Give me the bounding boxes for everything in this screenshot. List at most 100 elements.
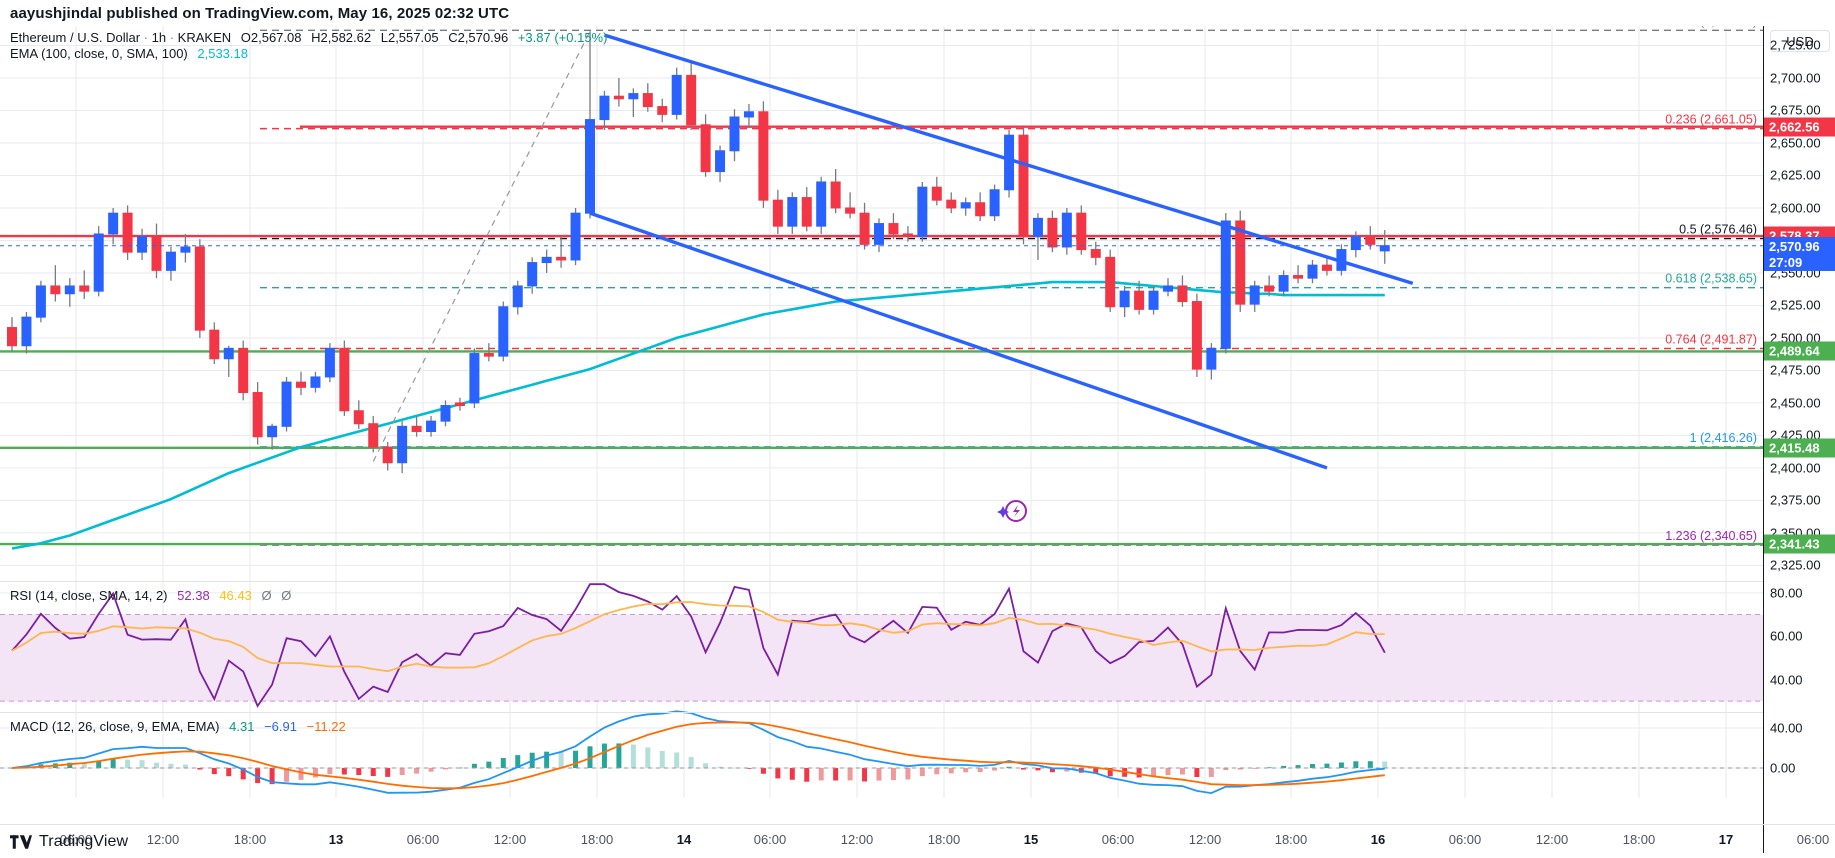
candle-body xyxy=(426,420,437,433)
macd-hist-bar xyxy=(298,768,304,780)
macd-hist-bar xyxy=(1194,768,1200,777)
candle-body xyxy=(1032,217,1043,238)
candle-body xyxy=(917,186,928,238)
price-pill-value: 2,662.56 xyxy=(1769,119,1820,135)
candle-body xyxy=(137,236,148,253)
candle-body xyxy=(743,111,754,118)
macd-hist-bar xyxy=(240,768,246,780)
chart-canvas[interactable]: 0 (2,736.66) 0.236 (2,661.05) 0.5 (2,576.4… xyxy=(0,26,1763,798)
price-tick: 2,700.00 xyxy=(1770,70,1821,86)
macd-hist-bar xyxy=(760,768,766,774)
symbol-legend[interactable]: Ethereum / U.S. Dollar · 1h · KRAKEN O2,… xyxy=(10,30,608,45)
rsi-ma-value: 46.43 xyxy=(219,588,252,603)
candle-body xyxy=(729,116,740,152)
pane-separator-rsi xyxy=(0,581,1763,582)
plot-area[interactable]: 0 (2,736.66) 0.236 (2,661.05) 0.5 (2,576.4… xyxy=(0,26,1763,798)
macd-legend[interactable]: MACD (12, 26, close, 9, EMA, EMA) 4.31 −… xyxy=(10,719,346,734)
price-pill-value: 2,415.48 xyxy=(1769,440,1820,456)
macd-hist-bar xyxy=(1021,768,1026,770)
rsi-legend-title[interactable]: RSI (14, close, SMA, 14, 2) xyxy=(10,588,168,603)
macd-hist-bar xyxy=(1237,768,1243,770)
chart-frame: 0 (2,736.66) 0.236 (2,661.05) 0.5 (2,576.4… xyxy=(0,26,1835,853)
macd-tick: 0.00 xyxy=(1770,760,1796,776)
candle-body xyxy=(700,124,711,173)
candle-body xyxy=(772,199,783,227)
macd-hist-bar xyxy=(515,755,521,768)
macd-hist-bar xyxy=(500,758,506,768)
candle-body xyxy=(79,285,90,292)
macd-hist-bar xyxy=(1252,768,1258,769)
candle-body xyxy=(512,285,523,308)
price-tick: 2,375.00 xyxy=(1770,492,1821,508)
macd-hist-bar xyxy=(197,768,203,770)
candle-body xyxy=(209,329,220,360)
time-axis[interactable]: 06:00 12:00 18:00 13 06:00 12:00 18:00 14 06:00 1… xyxy=(0,824,1835,853)
candle-body xyxy=(1047,217,1058,248)
candle-body xyxy=(165,251,176,271)
macd-signal-value: −11.22 xyxy=(306,719,346,734)
candle-body xyxy=(801,197,812,227)
footer: TradingView xyxy=(0,826,1835,858)
macd-hist-bar xyxy=(356,768,362,776)
macd-hist-bar xyxy=(67,762,73,768)
symbol-exchange[interactable]: KRAKEN xyxy=(177,30,232,45)
time-tick: 12:00 xyxy=(1188,832,1222,847)
rsi-eye-icon[interactable]: Ø xyxy=(261,588,272,603)
candle-body xyxy=(483,353,494,357)
symbol-interval[interactable]: 1h xyxy=(151,30,167,45)
candle-body xyxy=(1090,249,1101,258)
candle-body xyxy=(1206,347,1217,370)
macd-hist-bar xyxy=(168,763,174,768)
ema-legend[interactable]: EMA (100, close, 0, SMA, 100) 2,533.18 xyxy=(10,46,248,61)
candle-body xyxy=(1307,264,1318,279)
candle-body xyxy=(469,353,480,404)
macd-hist-bar xyxy=(890,768,896,781)
candle-body xyxy=(180,246,191,253)
candle-body xyxy=(267,425,278,438)
macd-hist-bar xyxy=(1035,768,1041,771)
candle-body xyxy=(946,199,957,209)
candle-body xyxy=(1105,256,1116,308)
price-pill: 2,662.56 xyxy=(1764,117,1835,137)
projection-dashed-line xyxy=(372,30,591,462)
price-tick: 2,450.00 xyxy=(1770,395,1821,411)
candle-body xyxy=(816,181,827,227)
macd-hist-bar xyxy=(1266,767,1272,769)
macd-hist-bar xyxy=(775,768,781,779)
price-tick: 2,650.00 xyxy=(1770,135,1821,151)
price-tick: 2,725.00 xyxy=(1770,37,1821,53)
candle-body xyxy=(613,95,624,100)
macd-hist-bar xyxy=(977,768,983,773)
fib-level-label: 0.236 (2,661.05) xyxy=(1665,113,1757,127)
candle-body xyxy=(1220,220,1231,349)
symbol-name[interactable]: Ethereum / U.S. Dollar xyxy=(10,30,141,45)
rsi-settings-icon[interactable]: Ø xyxy=(281,588,292,603)
candle-body xyxy=(1365,236,1376,245)
time-tick: 06:00 xyxy=(1101,832,1135,847)
macd-hist-bar xyxy=(1353,761,1359,768)
candle-body xyxy=(585,119,595,214)
price-tick: 2,600.00 xyxy=(1770,200,1821,216)
macd-signal-line xyxy=(11,721,1385,790)
macd-tick: 40.00 xyxy=(1770,720,1803,736)
macd-legend-title[interactable]: MACD (12, 26, close, 9, EMA, EMA) xyxy=(10,719,220,734)
candle-body xyxy=(7,327,17,347)
fib-level-label: 1 (2,416.26) xyxy=(1690,431,1757,445)
lightning-bolt-icon[interactable] xyxy=(997,500,1027,522)
macd-hist-bar xyxy=(1165,768,1171,776)
candle-body xyxy=(93,233,104,292)
ema-legend-title[interactable]: EMA (100, close, 0, SMA, 100) xyxy=(10,46,188,61)
candle-body xyxy=(440,405,451,422)
price-pill: 2,415.48 xyxy=(1764,438,1835,458)
candle-body xyxy=(1061,212,1072,248)
candle-body xyxy=(845,207,856,214)
price-axis[interactable]: USD 2,725.00 2,700.00 2,675.00 2,650.00 2,62… xyxy=(1763,26,1835,826)
rsi-overbought-oversold-band xyxy=(0,614,1763,702)
candle-body xyxy=(324,347,335,378)
time-tick: 06:00 xyxy=(1796,832,1830,847)
rsi-legend[interactable]: RSI (14, close, SMA, 14, 2) 52.38 46.43 … xyxy=(10,588,291,603)
macd-line-value: −6.91 xyxy=(264,719,297,734)
macd-hist-bar xyxy=(1208,768,1214,777)
macd-hist-bar xyxy=(385,768,391,777)
candle-body xyxy=(1249,285,1260,305)
